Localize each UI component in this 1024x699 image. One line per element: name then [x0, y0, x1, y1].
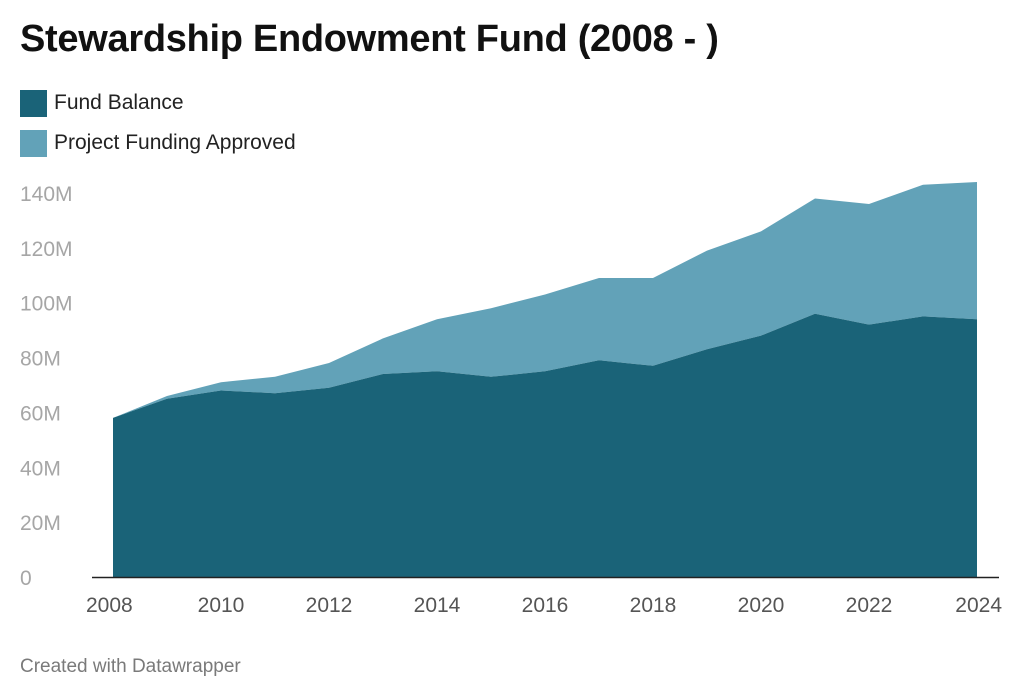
x-tick-label: 2010: [198, 594, 245, 617]
chart-title: Stewardship Endowment Fund (2008 - ): [20, 18, 719, 60]
x-tick-label: 2014: [414, 594, 461, 617]
legend-swatch-project-funding: [20, 129, 47, 157]
x-tick-label: 2012: [306, 594, 353, 617]
chart-legend: Fund Balance Project Funding Approved: [20, 88, 296, 168]
x-tick-label: 2016: [522, 594, 569, 617]
x-tick-label: 2008: [86, 594, 133, 617]
y-axis: 0 20M 40M 60M 80M 100M 120M 140M: [20, 183, 73, 590]
legend-label-project-funding: Project Funding Approved: [54, 131, 296, 154]
x-axis: 2008 2010 2012 2014 2016 2018 2020 2022 2024: [86, 594, 1002, 617]
legend-item-project-funding: Project Funding Approved: [20, 128, 296, 158]
y-tick-label: 120M: [20, 238, 73, 261]
y-tick-label: 20M: [20, 512, 61, 535]
y-tick-label: 40M: [20, 457, 61, 480]
x-tick-label: 2020: [738, 594, 785, 617]
plot-area: [92, 182, 999, 579]
y-tick-label: 140M: [20, 183, 73, 206]
y-tick-label: 0: [20, 567, 32, 590]
legend-label-fund-balance: Fund Balance: [54, 91, 184, 114]
area-project-funding-approved: [113, 182, 977, 418]
x-tick-label: 2022: [846, 594, 893, 617]
x-tick-label: 2018: [630, 594, 677, 617]
attribution-footer: Created with Datawrapper: [20, 656, 241, 677]
y-tick-label: 60M: [20, 402, 61, 425]
y-tick-label: 100M: [20, 293, 73, 316]
legend-item-fund-balance: Fund Balance: [20, 88, 296, 118]
area-fund-balance: [113, 313, 977, 577]
legend-swatch-fund-balance: [20, 89, 47, 117]
y-tick-label: 80M: [20, 348, 61, 371]
x-tick-label: 2024: [955, 594, 1002, 617]
